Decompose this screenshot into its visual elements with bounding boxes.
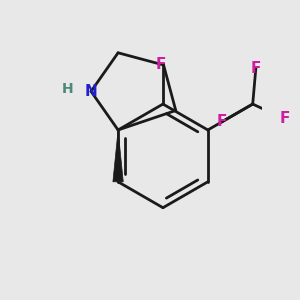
Text: F: F [250, 61, 261, 76]
Text: F: F [217, 114, 227, 129]
Text: F: F [155, 56, 166, 71]
Polygon shape [113, 130, 123, 182]
Text: F: F [280, 112, 290, 127]
Text: H: H [62, 82, 73, 96]
Text: N: N [85, 84, 98, 99]
